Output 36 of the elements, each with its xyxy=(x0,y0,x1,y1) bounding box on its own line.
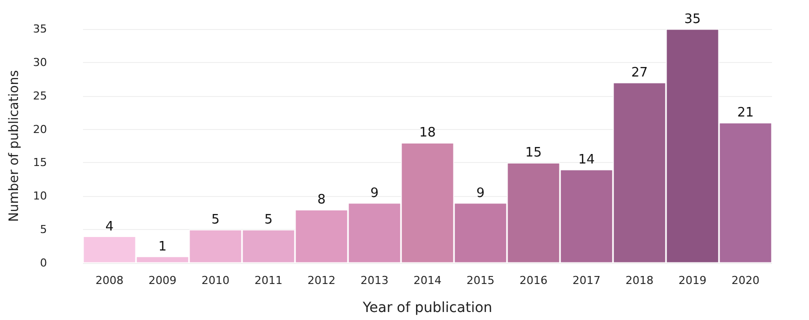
y-tick-label: 30 xyxy=(33,56,47,69)
x-tick-label: 2012 xyxy=(308,274,336,287)
y-tick-label: 0 xyxy=(40,256,47,270)
x-tick-label: 2017 xyxy=(572,274,600,287)
x-tick-label: 2010 xyxy=(202,274,230,287)
data-label: 4 xyxy=(105,219,114,234)
data-label: 15 xyxy=(525,146,542,161)
data-label: 9 xyxy=(370,186,379,201)
x-tick-label: 2014 xyxy=(414,274,442,287)
x-tick-label: 2019 xyxy=(678,274,706,287)
y-tick-label: 20 xyxy=(33,122,47,136)
y-tick-label: 10 xyxy=(33,190,47,203)
x-axis-title: Year of publication xyxy=(362,300,492,316)
x-tick-label: 2011 xyxy=(254,274,282,287)
x-tick-label: 2016 xyxy=(520,274,548,287)
x-tick-label: 2013 xyxy=(360,274,388,287)
data-label: 18 xyxy=(419,126,436,141)
data-label: 8 xyxy=(317,192,326,208)
data-label: 27 xyxy=(631,65,648,80)
data-label: 14 xyxy=(578,152,595,168)
data-label: 1 xyxy=(158,239,167,254)
y-tick-label: 35 xyxy=(33,22,47,36)
data-label: 5 xyxy=(211,212,220,228)
data-label: 5 xyxy=(264,212,273,228)
data-label: 21 xyxy=(737,106,754,121)
x-tick-label: 2018 xyxy=(626,274,654,287)
y-tick-label: 5 xyxy=(40,223,47,236)
data-label: 9 xyxy=(476,186,485,201)
y-tick-label: 25 xyxy=(33,89,47,102)
x-tick-label: 2020 xyxy=(732,274,760,287)
data-label: 35 xyxy=(684,12,701,27)
x-tick-label: 2015 xyxy=(466,274,494,287)
y-tick-label: 15 xyxy=(33,156,47,170)
y-axis-title: Number of publications xyxy=(7,70,22,222)
x-tick-label: 2009 xyxy=(148,274,176,287)
x-tick-label: 2008 xyxy=(96,274,124,287)
